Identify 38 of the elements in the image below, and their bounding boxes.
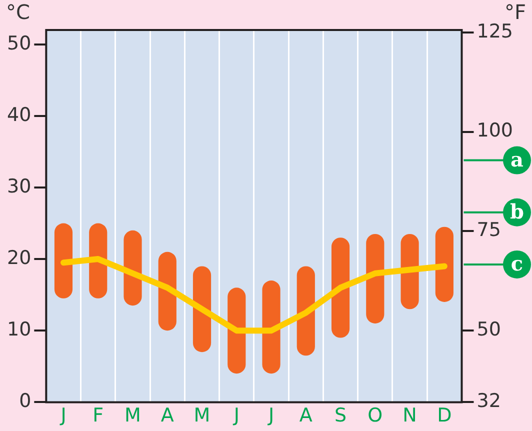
bar — [435, 226, 454, 302]
bar — [228, 288, 246, 374]
x-tick-label: D — [437, 404, 452, 427]
y-axis-title: °C — [6, 0, 30, 24]
x-tick-label: M — [124, 404, 141, 427]
y2-tick-label: 50 — [476, 318, 501, 341]
bar — [366, 234, 384, 324]
x-tick-label: A — [160, 404, 174, 427]
text: a — [510, 147, 524, 172]
y-tick-label: 50 — [6, 32, 32, 54]
x-tick-label: J — [267, 404, 274, 427]
bar — [192, 266, 212, 352]
y-tick-label: 0 — [19, 390, 32, 412]
x-tick-label: M — [194, 404, 210, 427]
x-tick-label: J — [60, 404, 66, 427]
x-tick-label: N — [402, 404, 417, 427]
x-tick-label: O — [368, 404, 383, 427]
bar — [262, 280, 280, 374]
y-tick-label: 10 — [6, 318, 32, 341]
bar — [89, 223, 108, 298]
y2-tick-label: 75 — [476, 219, 501, 242]
y-tick-label: 40 — [6, 104, 32, 126]
bar — [54, 223, 73, 298]
bar — [331, 238, 350, 338]
x-tick-label: A — [299, 404, 312, 427]
y2-tick-label: 100 — [476, 120, 513, 142]
bar — [124, 230, 142, 306]
y-tick-label: 20 — [6, 246, 32, 269]
bar — [158, 252, 176, 331]
y2-tick-label: 32 — [476, 390, 501, 412]
text: c — [510, 252, 524, 276]
x-tick-label: S — [334, 404, 347, 427]
y-tick-label: 30 — [6, 175, 32, 198]
x-tick-label: F — [92, 404, 104, 427]
x-tick-label: J — [232, 404, 240, 427]
bar — [400, 234, 419, 310]
text: b — [510, 200, 524, 224]
bar — [296, 266, 315, 356]
